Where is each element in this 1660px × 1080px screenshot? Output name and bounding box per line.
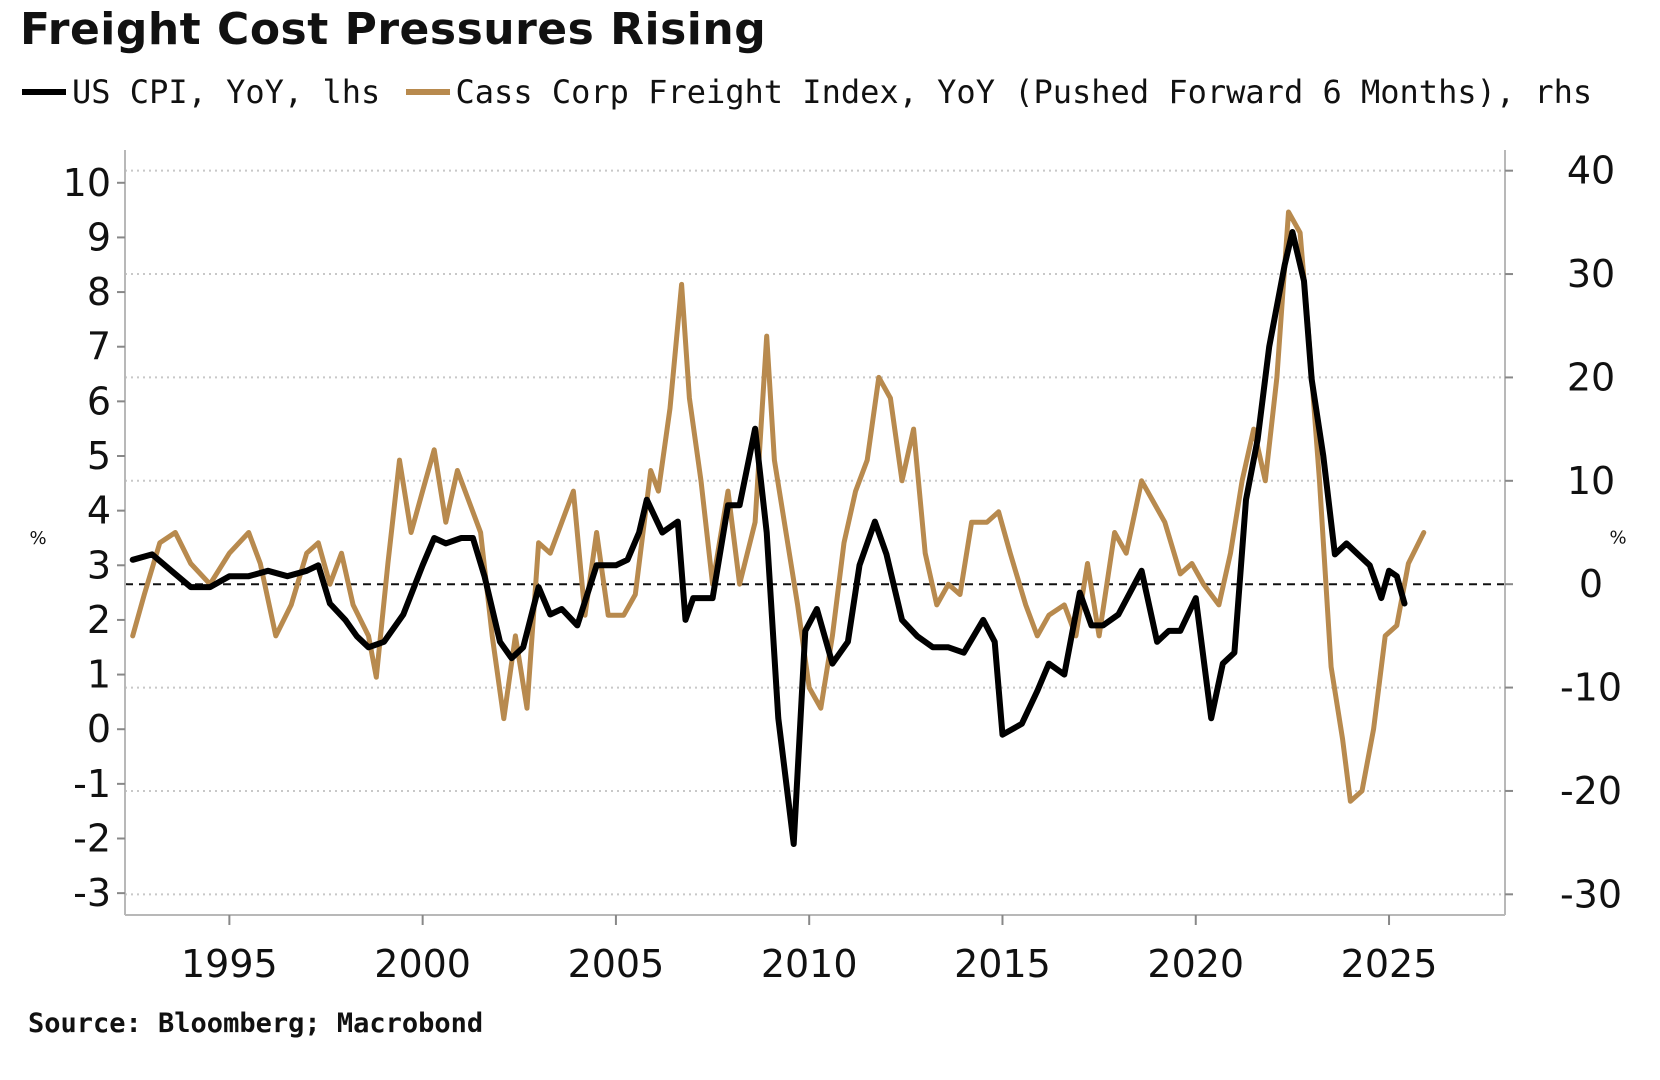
left-tick-label: 7 <box>87 325 111 369</box>
legend-item-cpi: US CPI, YoY, lhs <box>22 73 380 111</box>
left-tick-label: 5 <box>87 434 111 478</box>
left-tick-label: 0 <box>87 707 111 751</box>
right-tick-label: 10 <box>1567 459 1615 503</box>
right-tick-label: 40 <box>1567 149 1615 193</box>
left-tick-label: 4 <box>87 489 111 533</box>
source-note: Source: Bloomberg; Macrobond <box>28 1008 484 1039</box>
left-tick-label: 8 <box>87 270 111 314</box>
left-tick-label: -1 <box>73 762 111 806</box>
left-tick-label: 3 <box>87 543 111 587</box>
right-tick-label: -30 <box>1560 872 1622 916</box>
legend-swatch-cass <box>405 89 450 95</box>
left-tick-label: 9 <box>87 215 111 259</box>
legend-label-cass: Cass Corp Freight Index, YoY (Pushed For… <box>455 73 1593 111</box>
x-tick-label: 2015 <box>954 942 1051 986</box>
right-tick-label: 20 <box>1567 355 1615 399</box>
tick-labels: 1995 2000 2005 2010 2015 2020 2025109876543210… <box>29 149 1626 986</box>
x-tick-label: 2020 <box>1147 942 1244 986</box>
gridlines <box>125 169 1505 896</box>
legend-swatch-cpi <box>22 89 66 95</box>
left-tick-label: 2 <box>87 598 111 642</box>
legend: US CPI, YoY, lhs Cass Corp Freight Index… <box>22 72 1592 112</box>
x-tick-label: 2025 <box>1341 942 1438 986</box>
left-tick-label: -3 <box>73 871 111 915</box>
left-unit-label: % <box>29 528 46 549</box>
legend-item-cass: Cass Corp Freight Index, YoY (Pushed For… <box>405 73 1593 111</box>
right-tick-label: 30 <box>1567 252 1615 296</box>
right-tick-label: 0 <box>1579 562 1603 606</box>
left-tick-label: 1 <box>87 653 111 697</box>
right-tick-label: -10 <box>1560 666 1622 710</box>
x-tick-label: 2010 <box>761 942 858 986</box>
legend-label-cpi: US CPI, YoY, lhs <box>72 73 381 111</box>
left-tick-label: 6 <box>87 379 111 423</box>
x-tick-label: 1995 <box>181 942 278 986</box>
left-tick-label: -2 <box>73 817 111 861</box>
x-tick-label: 2005 <box>568 942 665 986</box>
series-lines <box>129 209 1427 847</box>
right-tick-label: -20 <box>1560 769 1622 813</box>
series-line-us-cpi <box>129 229 1408 847</box>
series-line-cass-freight <box>130 209 1427 804</box>
right-unit-label: % <box>1609 528 1626 549</box>
x-tick-label: 2000 <box>374 942 471 986</box>
left-tick-label: 10 <box>63 161 111 205</box>
chart-title: Freight Cost Pressures Rising <box>20 4 767 55</box>
axes <box>117 150 1513 925</box>
